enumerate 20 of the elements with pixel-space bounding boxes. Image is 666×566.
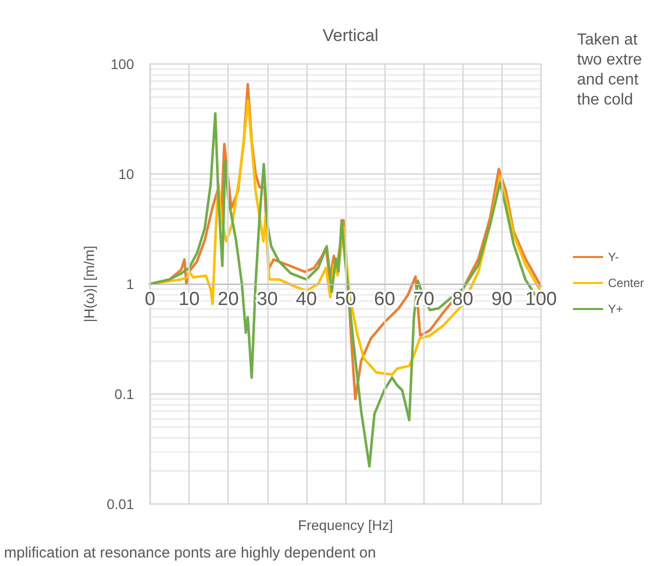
legend-label: Y+ [608,302,624,316]
y-tick-label: 1 [126,276,134,292]
text: mplification at resonance ponts are highly dependent on [4,544,376,562]
y-tick-label: 100 [110,56,134,72]
legend-label: Center [608,276,644,290]
y-tick-label: 0.1 [114,386,134,402]
y-axis-title: |H(ω)| [m/m] [80,246,97,322]
x-tick-label: 30 [256,289,278,310]
x-tick-label: 0 [144,289,156,310]
x-tick-label: 60 [374,289,396,310]
y-tick-label: 0.01 [106,496,134,512]
x-tick-label: 90 [491,289,512,310]
chart-title: Vertical [322,26,378,45]
legend-label: Y- [608,250,619,264]
x-tick-label: 10 [178,289,200,310]
x-tick-label: 40 [296,289,317,310]
x-axis-title: Frequency [Hz] [298,517,393,533]
y-tick-label: 10 [118,166,134,182]
text: Taken at two extre and cent the cold [577,32,642,108]
x-tick-label: 20 [218,289,239,310]
